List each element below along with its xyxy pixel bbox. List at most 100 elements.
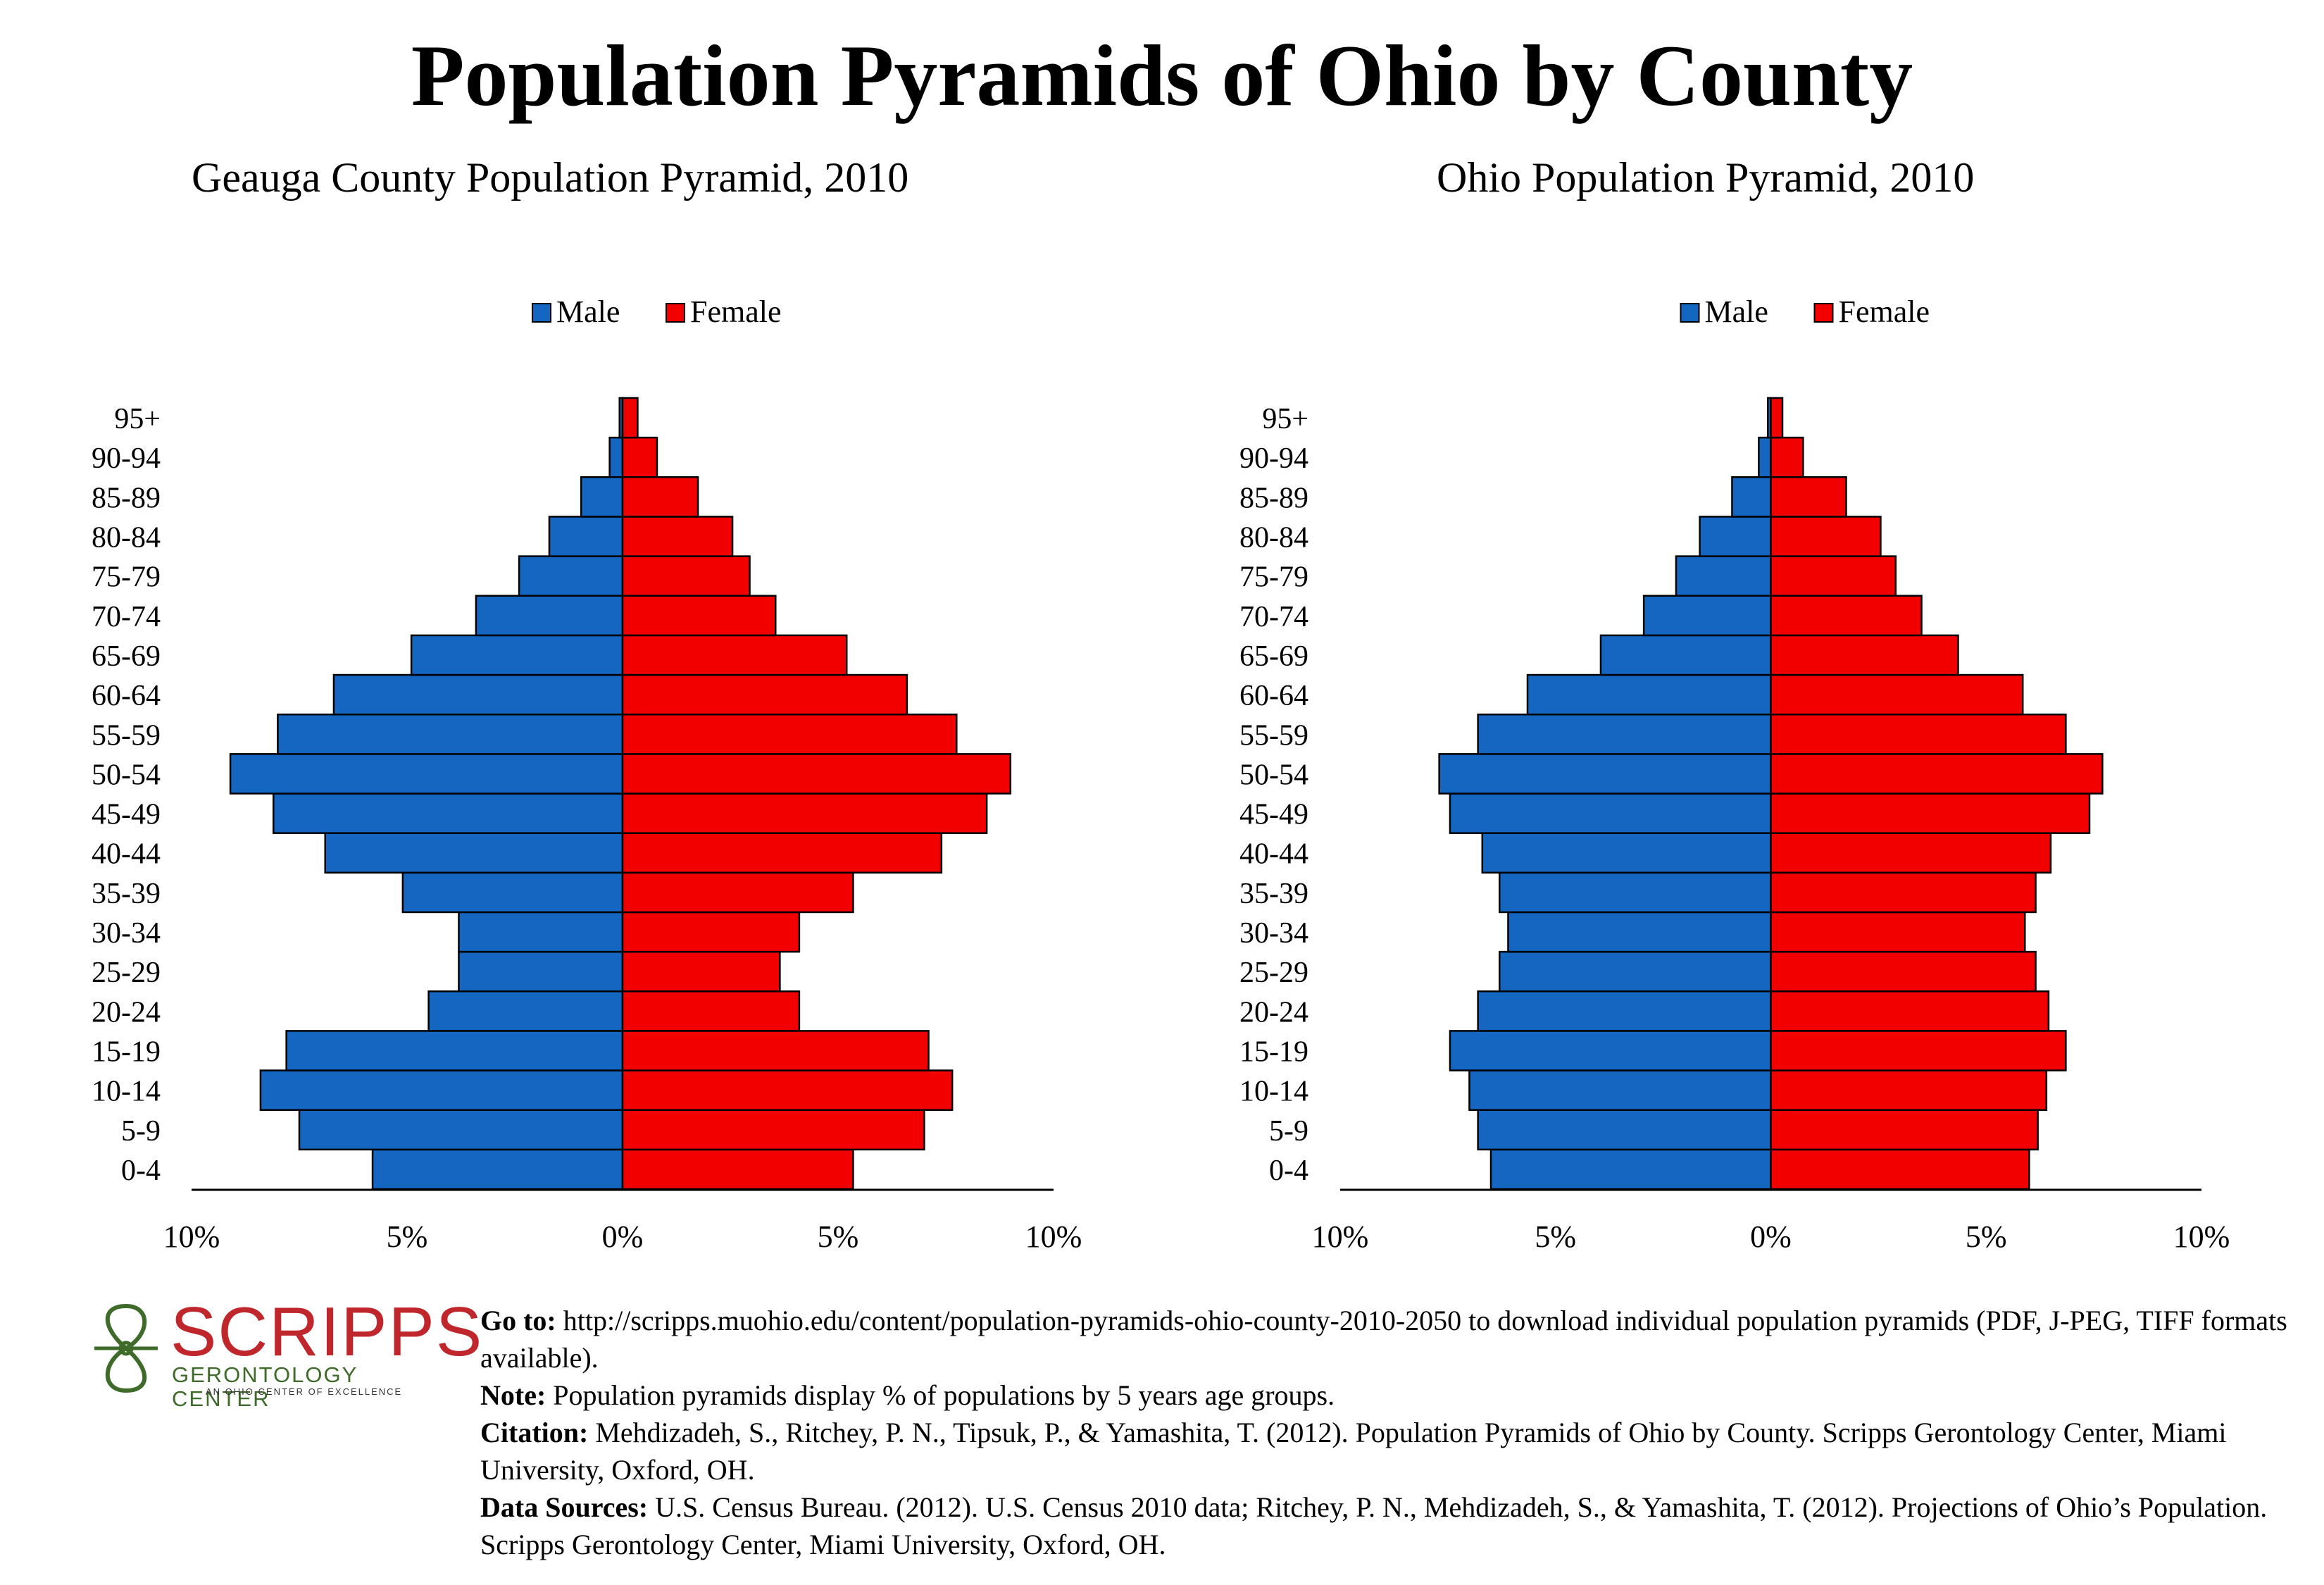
footer-citation-label: Citation: (480, 1417, 589, 1448)
logo-subtitle: GERONTOLOGY CENTER (172, 1362, 358, 1411)
chart2-bar-female-55-59 (1770, 713, 2067, 755)
chart2-bar-male-50-54 (1438, 753, 1772, 795)
chart1-bar-male-40-44 (324, 832, 624, 874)
chart1-legend-male-swatch (532, 303, 551, 323)
chart1-bar-female-30-34 (621, 911, 801, 953)
chart2-bar-female-90-94 (1770, 436, 1804, 478)
page-title: Population Pyramids of Ohio by County (411, 27, 1913, 124)
chart2-bar-male-65-69 (1599, 634, 1772, 676)
chart2-bar-female-15-19 (1770, 1030, 2067, 1071)
chart2-age-label-10-14: 10-14 (1239, 1076, 1308, 1108)
chart2-bar-female-20-24 (1770, 990, 2050, 1032)
chart1-legend-female-label: Female (690, 294, 782, 329)
chart2-bar-female-25-29 (1770, 950, 2037, 993)
chart2-bar-male-20-24 (1477, 990, 1772, 1032)
chart2-x-tick-label: 0% (1750, 1219, 1792, 1254)
chart1-bar-female-0-4 (621, 1148, 854, 1191)
chart2-legend-female-swatch (1813, 303, 1834, 323)
footer-notes: Go to: http://scripps.muohio.edu/content… (480, 1302, 2311, 1563)
chart1-bar-female-70-74 (621, 595, 777, 637)
chart1-age-label-75-79: 75-79 (92, 561, 161, 594)
footer-sources: Data Sources: U.S. Census Bureau. (2012)… (480, 1488, 2311, 1563)
chart1-age-label-80-84: 80-84 (92, 522, 161, 554)
chart1-legend-female-swatch (666, 303, 685, 323)
chart1-legend-male-label: Male (556, 294, 620, 329)
footer-citation: Citation: Mehdizadeh, S., Ritchey, P. N.… (480, 1414, 2311, 1488)
chart2-age-label-65-69: 65-69 (1239, 640, 1308, 673)
chart2-age-label-90-94: 90-94 (1239, 442, 1308, 475)
chart1-bar-female-75-79 (621, 555, 751, 597)
chart2-legend-male-label: Male (1705, 294, 1768, 329)
chart2-bar-male-90-94 (1758, 436, 1772, 478)
population-pyramid-charts: Geauga County Population Pyramid, 2010 Ma… (92, 154, 2230, 1254)
chart2-bar-female-95+ (1770, 397, 1784, 439)
chart2-age-label-35-39: 35-39 (1239, 878, 1308, 910)
chart2-bar-female-40-44 (1770, 832, 2052, 874)
chart2-age-label-20-24: 20-24 (1239, 996, 1308, 1028)
chart1-bar-female-15-19 (621, 1030, 930, 1071)
chart2-age-label-15-19: 15-19 (1239, 1036, 1308, 1068)
chart2-title: Ohio Population Pyramid, 2010 (1437, 154, 1974, 201)
chart1-bar-female-10-14 (621, 1069, 954, 1111)
chart1-bar-female-65-69 (621, 634, 848, 676)
chart2-bar-male-30-34 (1507, 911, 1772, 953)
chart1-bar-male-20-24 (427, 990, 624, 1032)
chart1-bar-female-40-44 (621, 832, 943, 874)
chart1-age-label-20-24: 20-24 (92, 996, 161, 1028)
chart1-bar-male-80-84 (548, 516, 624, 557)
chart2-bar-male-35-39 (1499, 871, 1772, 914)
chart2-x-tick-label: 10% (1312, 1219, 1369, 1254)
footer-citation-text: Mehdizadeh, S., Ritchey, P. N., Tipsuk, … (480, 1417, 2227, 1486)
chart1-bar-male-50-54 (229, 753, 624, 795)
chart2-age-label-60-64: 60-64 (1239, 680, 1308, 712)
chart2-age-label-40-44: 40-44 (1239, 838, 1308, 871)
chart2-bar-female-30-34 (1770, 911, 2026, 953)
footer-note-text: Population pyramids display % of populat… (553, 1379, 1335, 1411)
chart1-x-tick-label: 5% (387, 1219, 428, 1254)
chart2-bar-male-55-59 (1477, 713, 1772, 755)
chart2-bar-male-45-49 (1449, 792, 1772, 834)
chart2-bar-female-45-49 (1770, 792, 2091, 834)
chart1-age-label-90-94: 90-94 (92, 442, 161, 475)
chart2-bar-male-40-44 (1481, 832, 1772, 874)
chart1-age-label-45-49: 45-49 (92, 799, 161, 831)
chart2-age-label-50-54: 50-54 (1239, 759, 1308, 791)
logo-wordmark: SCRIPPS (170, 1293, 484, 1370)
chart2-bar-female-10-14 (1770, 1069, 2048, 1111)
chart2-bar-male-60-64 (1526, 673, 1772, 716)
logo-tagline: AN OHIO CENTER OF EXCELLENCE (206, 1386, 403, 1397)
chart1-bar-female-50-54 (621, 753, 1012, 795)
chart1-age-label-95+: 95+ (114, 403, 161, 435)
chart1-age-label-10-14: 10-14 (92, 1076, 161, 1108)
chart1-age-label-65-69: 65-69 (92, 640, 161, 673)
chart2-bar-male-15-19 (1449, 1030, 1772, 1071)
chart1-bar-female-25-29 (621, 950, 781, 993)
chart2-age-label-55-59: 55-59 (1239, 719, 1308, 752)
chart1-x-tick-label: 10% (163, 1219, 220, 1254)
chart1-bar-female-95+ (621, 397, 639, 439)
chart1-bar-female-45-49 (621, 792, 988, 834)
chart1-age-label-35-39: 35-39 (92, 878, 161, 910)
chart1-bar-male-15-19 (285, 1030, 624, 1071)
chart2-age-label-80-84: 80-84 (1239, 522, 1308, 554)
chart1-age-label-30-34: 30-34 (92, 917, 161, 950)
chart2-bar-female-35-39 (1770, 871, 2037, 914)
chart2-x-tick-label: 5% (1535, 1219, 1576, 1254)
chart2-bar-female-70-74 (1770, 595, 1923, 637)
chart2-x-tick-label: 10% (2173, 1219, 2230, 1254)
chart2-bar-female-50-54 (1770, 753, 2104, 795)
chart2-age-label-45-49: 45-49 (1239, 799, 1308, 831)
chart2-age-label-70-74: 70-74 (1239, 601, 1308, 633)
footer-note-label: Note: (480, 1379, 546, 1411)
chart1-title: Geauga County Population Pyramid, 2010 (192, 154, 908, 201)
chart1-bar-female-85-89 (621, 476, 699, 518)
chart1-bar-female-90-94 (621, 436, 658, 478)
chart2-bar-female-0-4 (1770, 1148, 2030, 1191)
chart1-bar-male-65-69 (410, 634, 624, 676)
chart1-x-tick-label: 10% (1025, 1219, 1082, 1254)
chart2-age-label-85-89: 85-89 (1239, 482, 1308, 514)
chart1-bar-male-60-64 (332, 673, 624, 716)
chart1-bar-female-80-84 (621, 516, 734, 557)
chart2-age-label-95+: 95+ (1262, 403, 1308, 435)
chart1-x-tick-label: 0% (602, 1219, 644, 1254)
